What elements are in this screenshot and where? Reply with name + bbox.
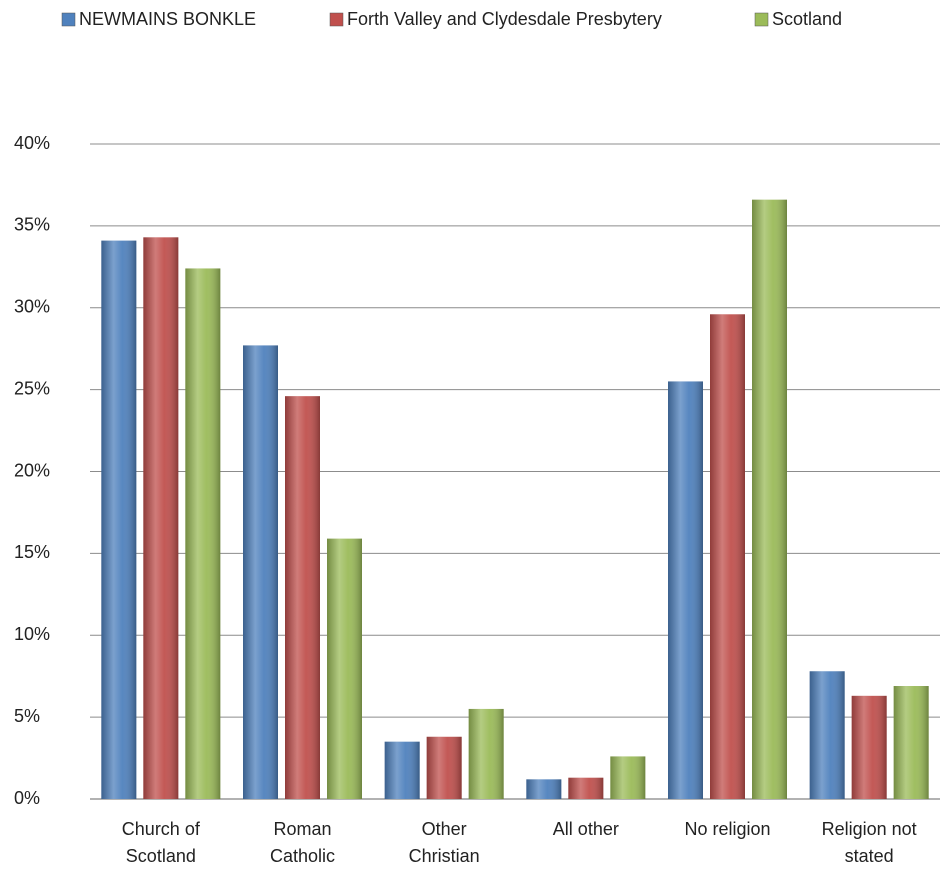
x-tick-label: Roman Catholic bbox=[269, 819, 336, 866]
x-tick-label: No religion bbox=[684, 819, 771, 839]
bar bbox=[752, 199, 787, 800]
y-tick-label: 0% bbox=[14, 788, 40, 808]
bar bbox=[426, 736, 462, 799]
bar bbox=[710, 314, 745, 799]
y-tick-label: 15% bbox=[14, 542, 50, 562]
legend-label: NEWMAINS BONKLE bbox=[79, 9, 256, 29]
bar bbox=[668, 381, 703, 799]
bar bbox=[327, 538, 362, 799]
legend-swatch bbox=[61, 12, 76, 27]
x-tick-label: Other Christian bbox=[408, 819, 480, 866]
legend-swatch bbox=[754, 12, 769, 27]
bar bbox=[526, 779, 562, 799]
x-tick-label: Religion not stated bbox=[821, 819, 917, 866]
y-tick-label: 10% bbox=[14, 624, 50, 644]
legend-swatch bbox=[329, 12, 344, 27]
bar bbox=[893, 686, 929, 799]
y-tick-label: 25% bbox=[14, 378, 50, 398]
x-tick-label: All other bbox=[552, 819, 619, 839]
legend-label: Forth Valley and Clydesdale Presbytery bbox=[347, 9, 662, 29]
y-tick-label: 35% bbox=[14, 215, 50, 235]
bar bbox=[185, 268, 221, 799]
legend-label: Scotland bbox=[772, 9, 842, 29]
bar bbox=[384, 741, 420, 799]
bar bbox=[851, 695, 887, 799]
y-tick-label: 5% bbox=[14, 706, 40, 726]
bar bbox=[568, 777, 604, 799]
y-tick-label: 20% bbox=[14, 460, 50, 480]
bar bbox=[101, 240, 137, 800]
y-tick-label: 40% bbox=[14, 133, 50, 153]
bar bbox=[610, 756, 646, 799]
y-tick-label: 30% bbox=[14, 297, 50, 317]
bar bbox=[243, 345, 278, 799]
bar bbox=[143, 237, 179, 799]
bar bbox=[809, 671, 845, 799]
bar bbox=[468, 708, 504, 799]
x-tick-label: Church of Scotland bbox=[121, 819, 200, 866]
bar bbox=[285, 396, 320, 799]
